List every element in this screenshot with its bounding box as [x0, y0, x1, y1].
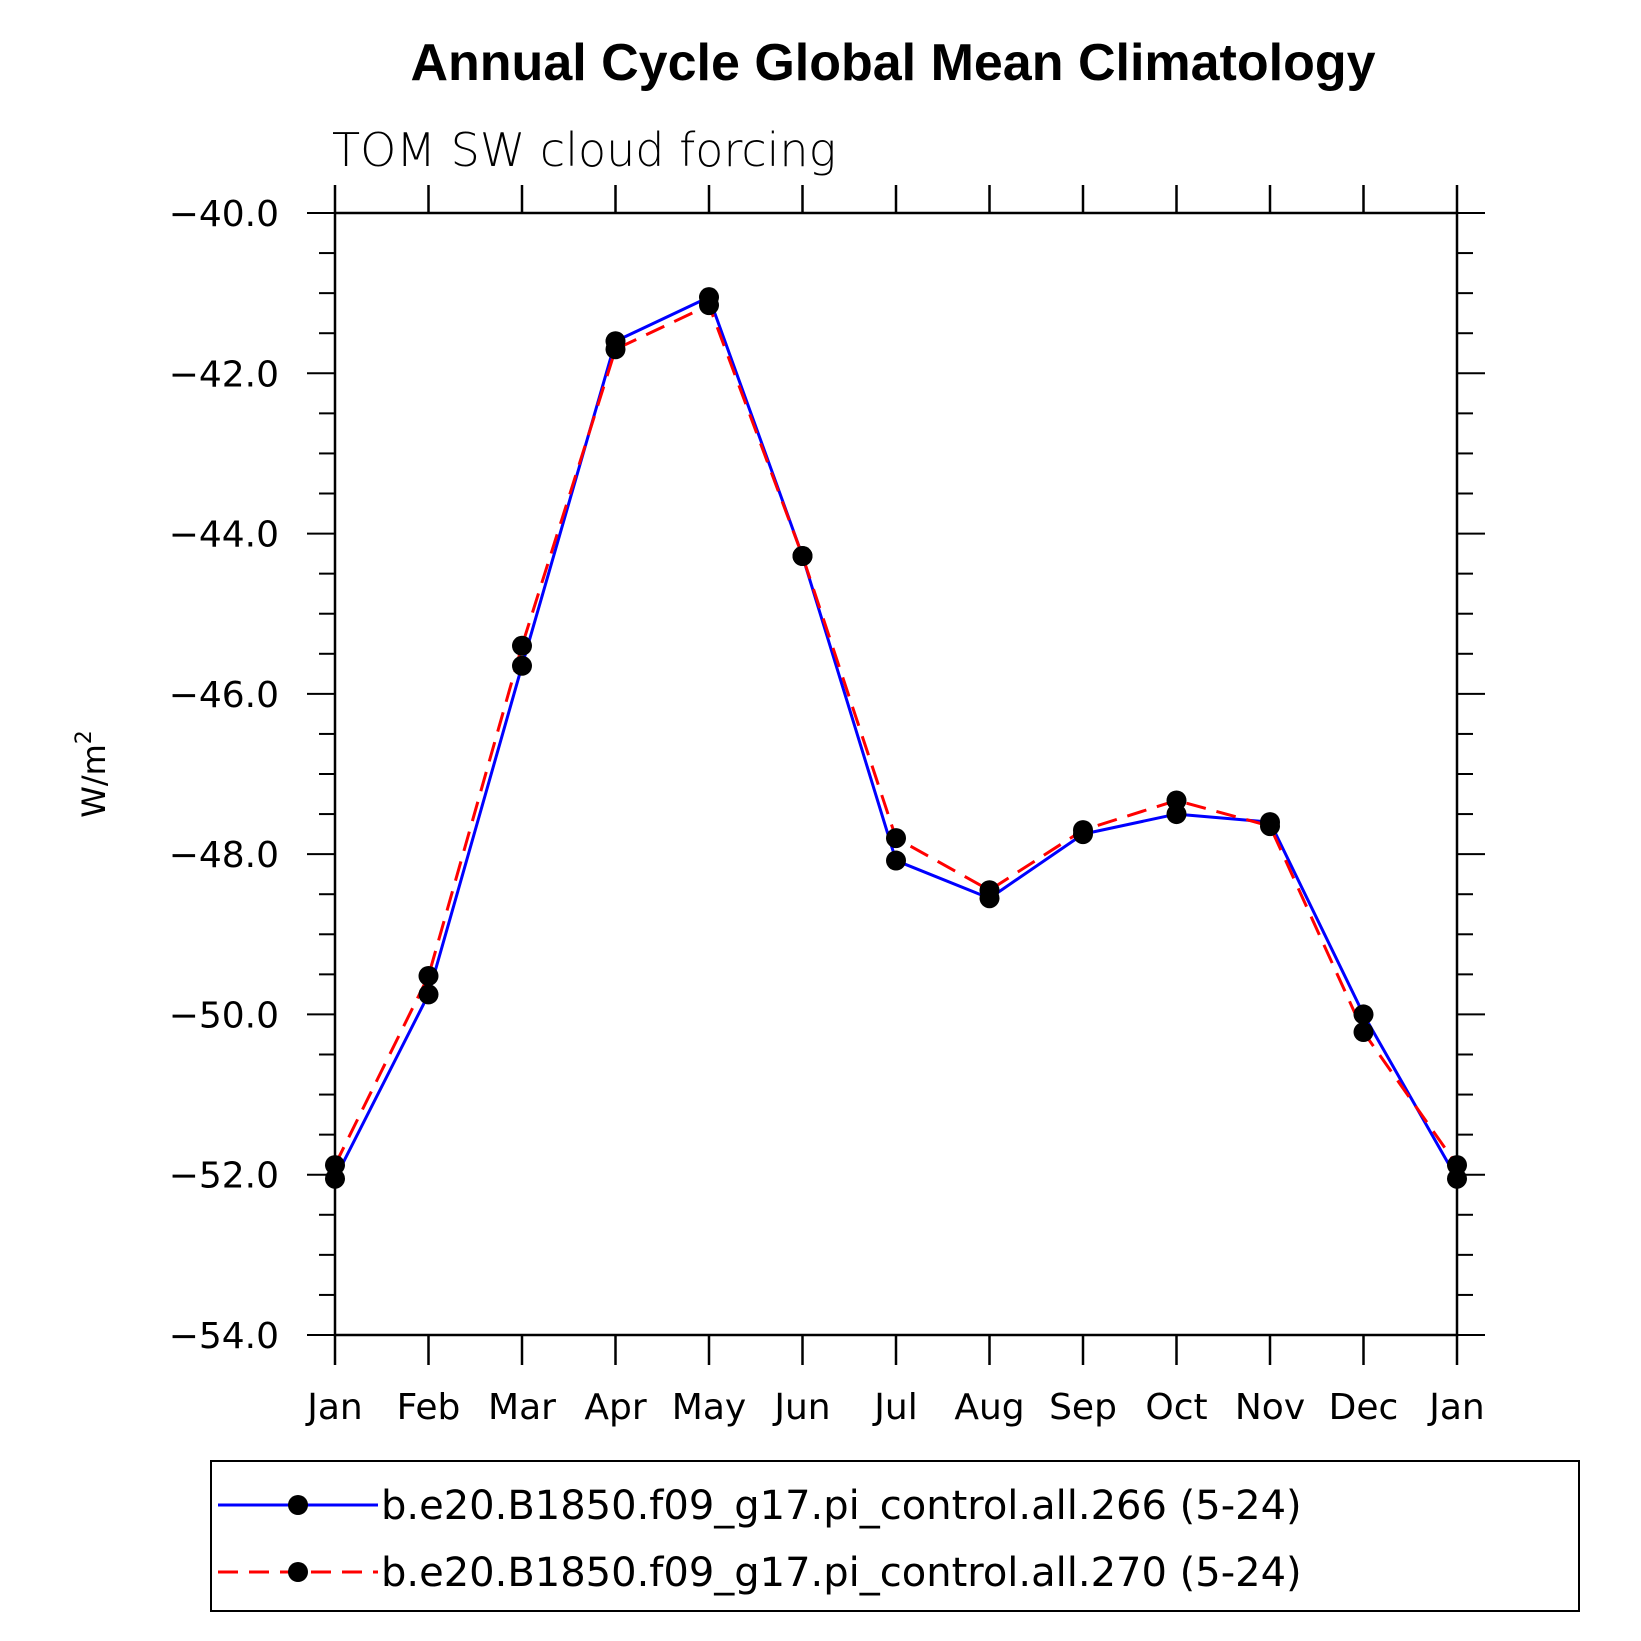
- chart-title: Annual Cycle Global Mean Climatology: [410, 34, 1375, 92]
- x-tick-label: Jun: [772, 1387, 830, 1428]
- series-1-point: [699, 295, 719, 316]
- y-tick-label: −44.0: [169, 515, 279, 556]
- y-axis-label-superscript: 2: [72, 730, 97, 744]
- y-tick-labels: −40.0 −42.0 −44.0 −46.0 −48.0 −50.0 −52.0 −54.0: [169, 194, 279, 1357]
- x-tick-label: Jan: [1427, 1387, 1485, 1428]
- y-tick-label: −42.0: [169, 354, 279, 395]
- x-tick-labels: Jan Feb Mar Apr May Jun Jul Aug Sep Oct Nov Dec Jan: [305, 1387, 1485, 1428]
- series-1-point: [792, 546, 813, 567]
- legend-marker-0: [288, 1495, 308, 1515]
- series-1-point: [418, 965, 439, 986]
- series-1-point: [325, 1155, 345, 1176]
- x-tick-label: Sep: [1049, 1387, 1117, 1428]
- y-tick-label: −40.0: [169, 194, 279, 235]
- x-tick-label: Aug: [954, 1387, 1024, 1428]
- x-tick-label: Feb: [397, 1387, 461, 1428]
- axis-ticks: [307, 185, 1485, 1365]
- legend-marker-1: [288, 1562, 308, 1582]
- series-1-point: [512, 635, 532, 656]
- legend-label-1: b.e20.B1850.f09_g17.pi_control.all.270 (…: [381, 1550, 1302, 1596]
- series-line-0: [333, 295, 1459, 1180]
- series-0-point: [1353, 1004, 1374, 1025]
- y-tick-label: −52.0: [169, 1156, 279, 1197]
- series-layer: [325, 287, 1467, 1189]
- series-1-point: [886, 828, 906, 849]
- x-tick-label: Oct: [1145, 1387, 1207, 1428]
- x-tick-label: May: [672, 1387, 746, 1428]
- y-axis-label: W/m2: [72, 730, 113, 818]
- x-tick-label: Mar: [488, 1387, 556, 1428]
- y-axis-label-unit: W/m: [75, 744, 113, 818]
- series-1-point: [1353, 1022, 1374, 1043]
- series-1-point: [1447, 1155, 1467, 1176]
- legend-box: [210, 1460, 1580, 1612]
- series-1-point: [1073, 820, 1093, 841]
- series-1-point: [1260, 816, 1280, 837]
- series-1-point: [979, 880, 1000, 901]
- y-tick-label: −54.0: [169, 1316, 279, 1357]
- x-tick-label: Jan: [305, 1387, 363, 1428]
- legend-label-0: b.e20.B1850.f09_g17.pi_control.all.266 (…: [381, 1483, 1302, 1529]
- x-tick-label: Apr: [584, 1387, 646, 1428]
- x-tick-label: Jul: [872, 1387, 917, 1428]
- series-0-point: [886, 850, 906, 871]
- series-0-point: [512, 655, 532, 676]
- plot-frame: [333, 211, 1459, 1337]
- x-tick-label: Nov: [1235, 1387, 1305, 1428]
- y-tick-label: −46.0: [169, 675, 279, 716]
- series-1-point: [1166, 790, 1187, 811]
- chart-subtitle: TOM SW cloud forcing: [332, 123, 836, 177]
- y-tick-label: −50.0: [169, 995, 279, 1036]
- series-0-point: [418, 984, 439, 1005]
- series-1-point: [605, 339, 626, 360]
- y-tick-label: −48.0: [169, 835, 279, 876]
- x-tick-label: Dec: [1329, 1387, 1399, 1428]
- legend: b.e20.B1850.f09_g17.pi_control.all.266 (…: [210, 1460, 1580, 1612]
